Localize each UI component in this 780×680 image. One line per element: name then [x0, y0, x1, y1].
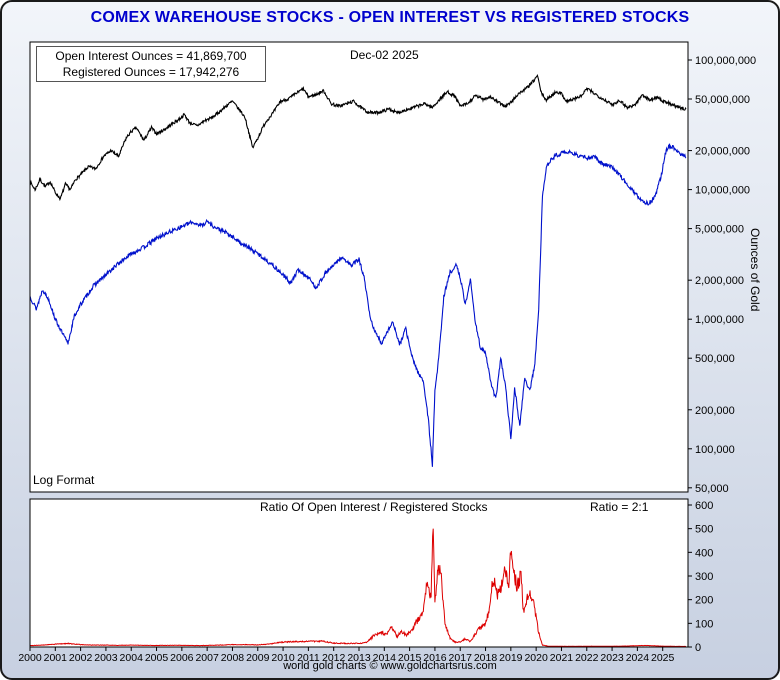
x-tick-label: 2022 — [575, 652, 599, 664]
x-tick-label: 2010 — [271, 652, 295, 664]
x-tick-label: 2020 — [524, 652, 548, 664]
ratio-plot-area — [29, 498, 689, 648]
x-tick-label: 2000 — [18, 652, 42, 664]
x-tick-label: 2023 — [600, 652, 624, 664]
y-tick-label: 2,000,000 — [695, 275, 744, 287]
page-title: COMEX WAREHOUSE STOCKS - OPEN INTEREST V… — [90, 9, 690, 26]
x-tick-label: 2013 — [347, 652, 371, 664]
x-tick-label: 2011 — [297, 652, 320, 664]
footer-credit: world gold charts © www.goldchartsrus.co… — [283, 660, 497, 672]
registered-series — [30, 143, 687, 467]
y-tick-label: 50,000,000 — [695, 94, 750, 106]
y-tick-label: 200,000 — [695, 405, 735, 417]
y-tick-label: 50,000 — [695, 483, 729, 495]
ratio-value-label: Ratio = 2:1 — [590, 500, 649, 514]
y-axis-title: Ounces of Gold — [748, 228, 762, 312]
x-tick-label: 2014 — [373, 652, 397, 664]
y-tick-label: 500,000 — [695, 353, 735, 365]
x-tick-label: 2016 — [423, 652, 447, 664]
ratio-panel-title: Ratio Of Open Interest / Registered Stoc… — [260, 500, 488, 514]
x-tick-label: 2019 — [499, 652, 523, 664]
ratio-tick-label: 500 — [695, 524, 713, 536]
x-tick-label: 2021 — [550, 652, 574, 664]
x-tick-label: 2018 — [474, 652, 498, 664]
x-tick-label: 2008 — [221, 652, 245, 664]
ratio-series — [30, 528, 687, 647]
ratio-tick-label: 100 — [695, 618, 713, 630]
x-tick-label: 2015 — [398, 652, 422, 664]
y-tick-label: 20,000,000 — [695, 146, 750, 158]
x-tick-label: 2025 — [651, 652, 675, 664]
legend-registered: Registered Ounces = 17,942,276 — [62, 65, 240, 79]
x-tick-label: 2001 — [44, 652, 68, 664]
x-tick-label: 2024 — [626, 652, 650, 664]
x-tick-label: 2009 — [246, 652, 270, 664]
y-tick-label: 5,000,000 — [695, 224, 744, 236]
x-tick-label: 2006 — [170, 652, 194, 664]
x-tick-label: 2002 — [69, 652, 93, 664]
legend-open-interest: Open Interest Ounces = 41,869,700 — [55, 49, 247, 63]
date-label: Dec-02 2025 — [350, 48, 419, 62]
log-format-label: Log Format — [33, 473, 95, 487]
x-tick-label: 2004 — [120, 652, 144, 664]
y-tick-label: 10,000,000 — [695, 185, 750, 197]
x-tick-label: 2003 — [94, 652, 118, 664]
y-tick-label: 100,000,000 — [695, 55, 756, 67]
x-tick-label: 2017 — [449, 652, 473, 664]
x-tick-label: 2012 — [322, 652, 346, 664]
ratio-tick-label: 0 — [695, 642, 701, 654]
ratio-tick-label: 200 — [695, 595, 713, 607]
x-tick-label: 2005 — [145, 652, 169, 664]
legend: Open Interest Ounces = 41,869,700 Regist… — [36, 46, 266, 82]
y-tick-label: 1,000,000 — [695, 314, 744, 326]
ratio-tick-label: 400 — [695, 547, 713, 559]
y-tick-label: 100,000 — [695, 444, 735, 456]
main-plot-area — [29, 41, 689, 493]
ratio-tick-label: 300 — [695, 571, 713, 583]
x-tick-label: 2007 — [195, 652, 219, 664]
open-interest-series — [30, 73, 687, 202]
ratio-tick-label: 600 — [695, 500, 713, 512]
